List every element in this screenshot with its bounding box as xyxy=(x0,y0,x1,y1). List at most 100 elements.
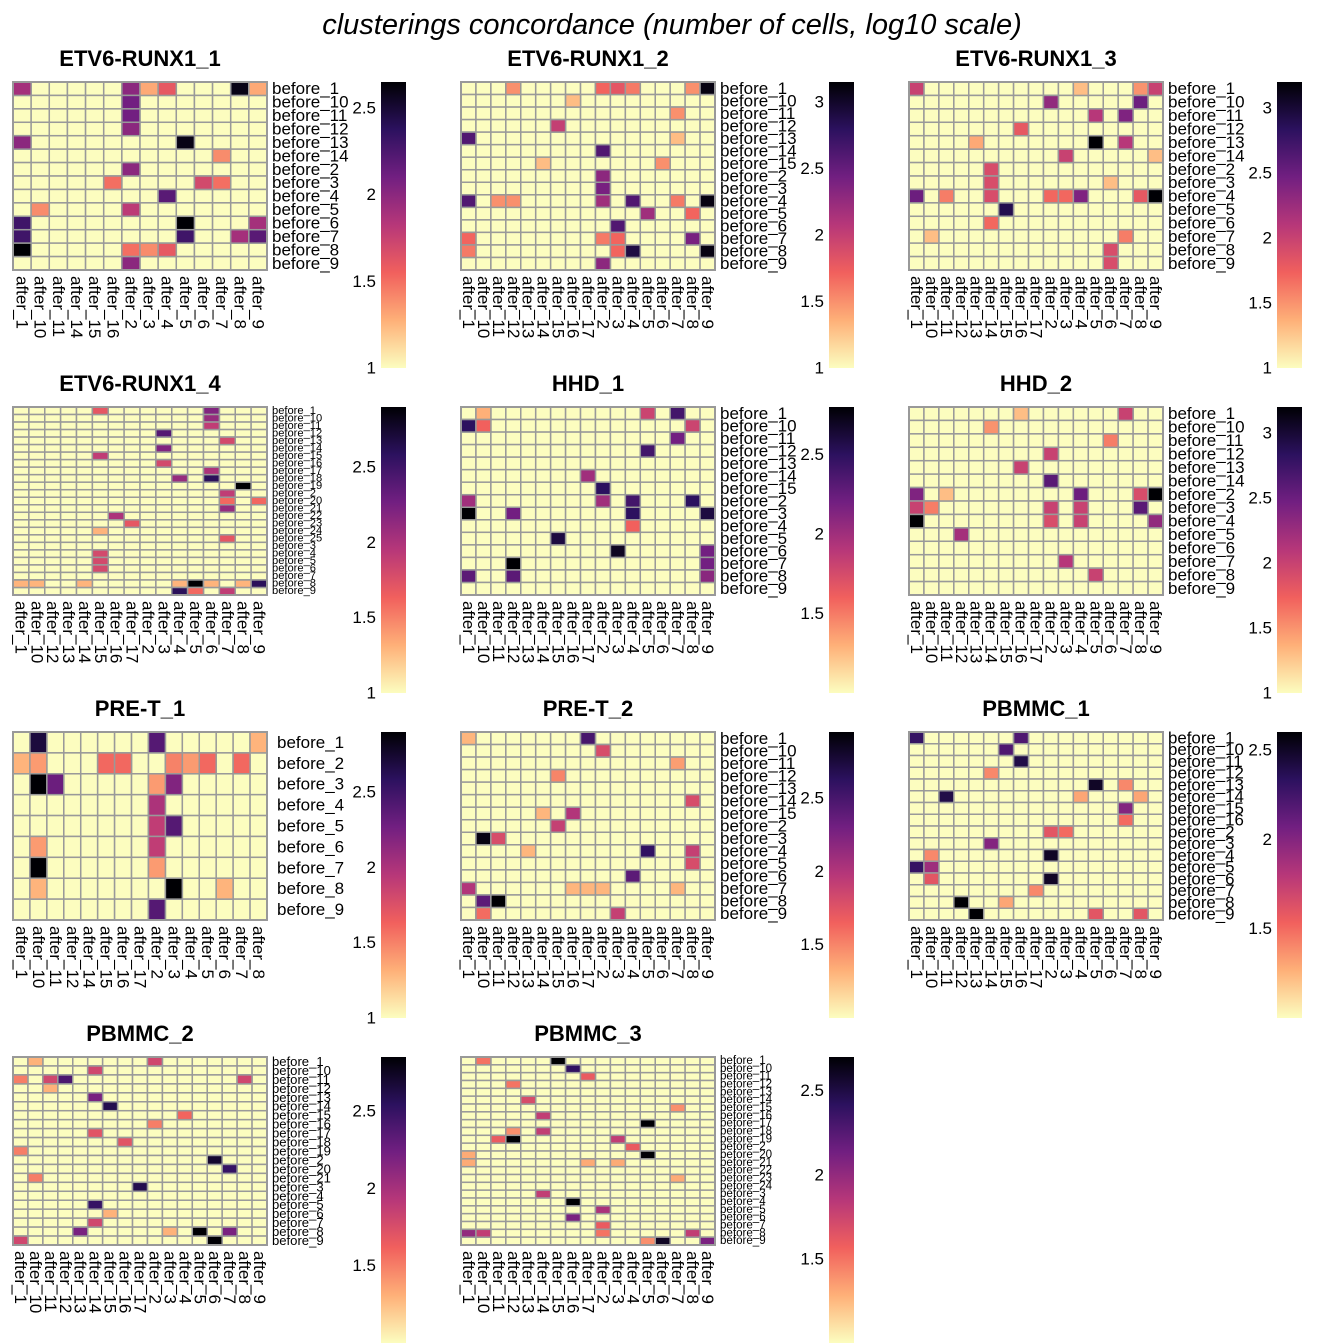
heatmap-cell xyxy=(12,428,30,438)
heatmap-cell xyxy=(1102,837,1119,851)
heatmap-cell xyxy=(1102,486,1119,502)
heatmap-cell xyxy=(113,835,133,859)
heatmap-cell xyxy=(490,1150,507,1160)
heatmap-cell xyxy=(579,168,597,184)
heatmap-cell xyxy=(206,1065,223,1076)
heatmap-cell xyxy=(908,459,925,475)
heatmap-cell xyxy=(72,1136,89,1148)
heatmap-cell xyxy=(1042,895,1060,909)
heatmap-cell xyxy=(968,580,985,596)
heatmap-cell xyxy=(520,418,537,433)
heatmap-cell xyxy=(155,579,173,589)
heatmap-cell xyxy=(1087,825,1104,839)
panel-title: PBMMC_2 xyxy=(86,1021,194,1046)
heatmap-cell xyxy=(139,526,157,536)
column-label: after_15 xyxy=(101,1251,120,1313)
heatmap-cell xyxy=(475,881,492,896)
heatmap-cell xyxy=(1027,790,1045,804)
heatmap-cell xyxy=(59,511,78,521)
heatmap-cell xyxy=(1117,148,1134,164)
heatmap-cell xyxy=(609,118,627,133)
heatmap-cell xyxy=(908,580,925,596)
heatmap-cell xyxy=(139,571,157,581)
heatmap-cell xyxy=(130,877,150,900)
row-label: before_7 xyxy=(277,858,344,877)
heatmap-cell xyxy=(131,1199,149,1210)
heatmap-cell xyxy=(1117,731,1134,745)
heatmap-cell-value xyxy=(475,831,492,846)
heatmap-cell xyxy=(475,244,492,259)
heatmap-cell-value xyxy=(29,752,48,775)
heatmap-cell xyxy=(490,569,507,584)
column-label: after_1 xyxy=(907,601,926,654)
heatmap-cell xyxy=(42,1136,59,1148)
heatmap-cell xyxy=(609,93,627,108)
heatmap-cell xyxy=(669,1118,686,1129)
heatmap-cell xyxy=(564,194,582,209)
heatmap-cell xyxy=(1057,580,1075,596)
heatmap-cell xyxy=(1102,161,1119,177)
row-label: before_12 xyxy=(272,1081,331,1096)
heatmap-cell xyxy=(146,1172,164,1184)
heatmap-cell-value xyxy=(1042,446,1060,462)
heatmap-cell xyxy=(107,549,125,559)
heatmap-cell xyxy=(28,406,46,416)
heatmap-cell xyxy=(490,1236,507,1246)
heatmap-cell xyxy=(27,1199,44,1210)
heatmap-cell xyxy=(1117,872,1134,886)
row-label: before_12 xyxy=(720,441,797,460)
heatmap-cell xyxy=(1102,801,1119,815)
heatmap-cell xyxy=(923,567,940,583)
heatmap-cell xyxy=(490,1071,507,1082)
heatmap-cell xyxy=(490,244,507,259)
heatmap-cell xyxy=(175,148,196,164)
heatmap-cell xyxy=(684,156,701,171)
row-label: before_1 xyxy=(277,733,344,752)
heatmap-cell xyxy=(251,1226,268,1237)
heatmap-cell xyxy=(206,1118,223,1130)
heatmap-cell xyxy=(59,519,78,529)
heatmap-cell xyxy=(923,766,940,780)
heatmap-cell xyxy=(475,519,492,534)
heatmap-cell xyxy=(564,1126,582,1137)
heatmap-cell xyxy=(594,156,612,171)
heatmap-cell-value xyxy=(12,81,32,97)
row-label: before_8 xyxy=(1168,565,1235,584)
heatmap-cell xyxy=(908,848,925,862)
heatmap-cell-value xyxy=(147,814,167,838)
heatmap-cell xyxy=(236,1217,253,1228)
heatmap-cell xyxy=(669,1158,686,1168)
heatmap-cell xyxy=(609,1118,627,1129)
heatmap-cell xyxy=(624,143,642,158)
heatmap-cell xyxy=(997,228,1015,244)
heatmap-cell xyxy=(1042,766,1060,780)
heatmap-cell xyxy=(594,581,612,596)
heatmap-cell xyxy=(594,556,612,571)
heatmap-cell xyxy=(997,848,1015,862)
heatmap-cell xyxy=(28,488,46,498)
heatmap-cell xyxy=(982,743,1000,757)
heatmap-cell xyxy=(181,731,201,754)
heatmap-cell xyxy=(248,134,268,150)
heatmap-cell xyxy=(564,443,582,458)
heatmap-cell-value xyxy=(12,215,32,231)
heatmap-cell xyxy=(654,468,671,483)
heatmap-cell xyxy=(475,1189,492,1199)
heatmap-cell xyxy=(250,481,268,491)
heatmap-cell xyxy=(221,1101,238,1112)
heatmap-cell xyxy=(938,540,955,556)
heatmap-cell xyxy=(923,895,940,909)
heatmap-cell-value xyxy=(579,731,597,746)
heatmap-cell xyxy=(1042,215,1060,231)
heatmap-cell xyxy=(107,481,125,491)
heatmap-cell xyxy=(684,1236,701,1246)
heatmap-cell xyxy=(86,1226,104,1237)
heatmap-cell xyxy=(609,493,627,509)
heatmap-cell xyxy=(72,1083,89,1094)
heatmap-cell xyxy=(624,1212,642,1223)
heatmap-cell xyxy=(175,175,196,191)
column-label: after_1 xyxy=(13,276,32,329)
heatmap-cell xyxy=(505,1181,522,1191)
heatmap-cell xyxy=(107,534,125,544)
heatmap-cell xyxy=(490,1205,507,1215)
